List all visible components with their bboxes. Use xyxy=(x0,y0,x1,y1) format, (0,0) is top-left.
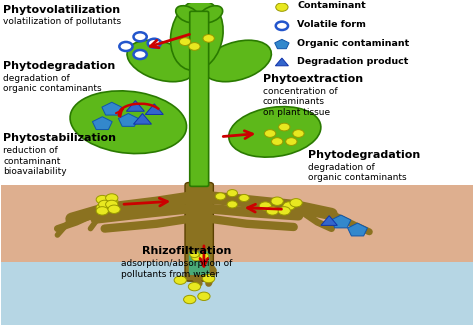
Text: degradation of
organic contaminants: degradation of organic contaminants xyxy=(3,74,102,93)
Circle shape xyxy=(179,38,191,46)
Text: Phytostabilization: Phytostabilization xyxy=(3,133,116,143)
Circle shape xyxy=(134,32,147,41)
Circle shape xyxy=(259,202,272,210)
Text: concentration of
contaminants
on plant tissue: concentration of contaminants on plant t… xyxy=(263,87,337,117)
Circle shape xyxy=(293,130,304,137)
Ellipse shape xyxy=(202,40,272,82)
Circle shape xyxy=(227,190,237,197)
Bar xyxy=(0,262,474,325)
Circle shape xyxy=(106,200,118,209)
Circle shape xyxy=(188,282,201,291)
Circle shape xyxy=(106,197,118,205)
Text: Organic contaminant: Organic contaminant xyxy=(297,39,409,48)
Text: Degradation product: Degradation product xyxy=(297,57,409,67)
Text: Phytovolatilization: Phytovolatilization xyxy=(3,5,120,15)
Circle shape xyxy=(278,207,291,215)
Ellipse shape xyxy=(200,6,223,23)
Polygon shape xyxy=(118,113,138,126)
Text: degradation of
organic contaminants: degradation of organic contaminants xyxy=(308,162,407,182)
Polygon shape xyxy=(321,216,337,225)
Ellipse shape xyxy=(70,91,187,154)
Circle shape xyxy=(96,195,109,204)
Text: Contaminant: Contaminant xyxy=(297,1,366,10)
Circle shape xyxy=(279,123,290,131)
Circle shape xyxy=(199,253,209,259)
Circle shape xyxy=(227,201,237,208)
Polygon shape xyxy=(275,39,289,49)
Circle shape xyxy=(239,194,249,201)
Polygon shape xyxy=(127,101,145,111)
Circle shape xyxy=(96,207,109,215)
Text: reduction of
contaminant
bioavailability: reduction of contaminant bioavailability xyxy=(3,146,67,176)
Circle shape xyxy=(266,207,279,215)
Circle shape xyxy=(272,138,283,145)
Polygon shape xyxy=(275,58,289,66)
Circle shape xyxy=(198,292,210,301)
Circle shape xyxy=(190,251,199,258)
Text: Phytoextraction: Phytoextraction xyxy=(263,74,363,84)
Circle shape xyxy=(119,42,133,51)
Text: volatilization of pollutants: volatilization of pollutants xyxy=(3,18,121,26)
Circle shape xyxy=(96,203,109,212)
Bar xyxy=(0,3,474,185)
Circle shape xyxy=(191,254,201,261)
FancyBboxPatch shape xyxy=(189,251,210,275)
Ellipse shape xyxy=(176,6,199,23)
Circle shape xyxy=(215,193,226,200)
Circle shape xyxy=(283,202,295,210)
Circle shape xyxy=(108,205,120,214)
Ellipse shape xyxy=(171,0,223,70)
Polygon shape xyxy=(146,104,164,114)
Ellipse shape xyxy=(127,40,196,82)
Polygon shape xyxy=(347,223,367,236)
Polygon shape xyxy=(134,113,152,124)
Bar xyxy=(0,185,474,262)
Circle shape xyxy=(106,194,118,202)
Circle shape xyxy=(290,199,302,207)
Text: Phytodegradation: Phytodegradation xyxy=(3,61,115,71)
Circle shape xyxy=(183,295,196,304)
Circle shape xyxy=(276,3,288,11)
Polygon shape xyxy=(92,117,112,129)
Circle shape xyxy=(203,35,214,42)
Circle shape xyxy=(276,22,288,30)
Circle shape xyxy=(134,50,147,59)
Circle shape xyxy=(271,197,283,205)
Polygon shape xyxy=(102,102,122,115)
Circle shape xyxy=(148,39,161,48)
Circle shape xyxy=(189,43,200,50)
Circle shape xyxy=(286,138,297,145)
Circle shape xyxy=(202,274,215,283)
Ellipse shape xyxy=(229,107,321,157)
Circle shape xyxy=(99,200,111,209)
Circle shape xyxy=(174,276,186,284)
Text: Rhizofiltration: Rhizofiltration xyxy=(143,246,232,256)
FancyBboxPatch shape xyxy=(185,183,213,281)
Text: Volatile form: Volatile form xyxy=(297,20,366,29)
Text: adsorption/absorption of
pollutants from water: adsorption/absorption of pollutants from… xyxy=(121,259,233,279)
FancyBboxPatch shape xyxy=(190,11,209,186)
Text: Phytodegradation: Phytodegradation xyxy=(308,150,420,160)
Polygon shape xyxy=(331,215,351,228)
Circle shape xyxy=(264,130,276,137)
